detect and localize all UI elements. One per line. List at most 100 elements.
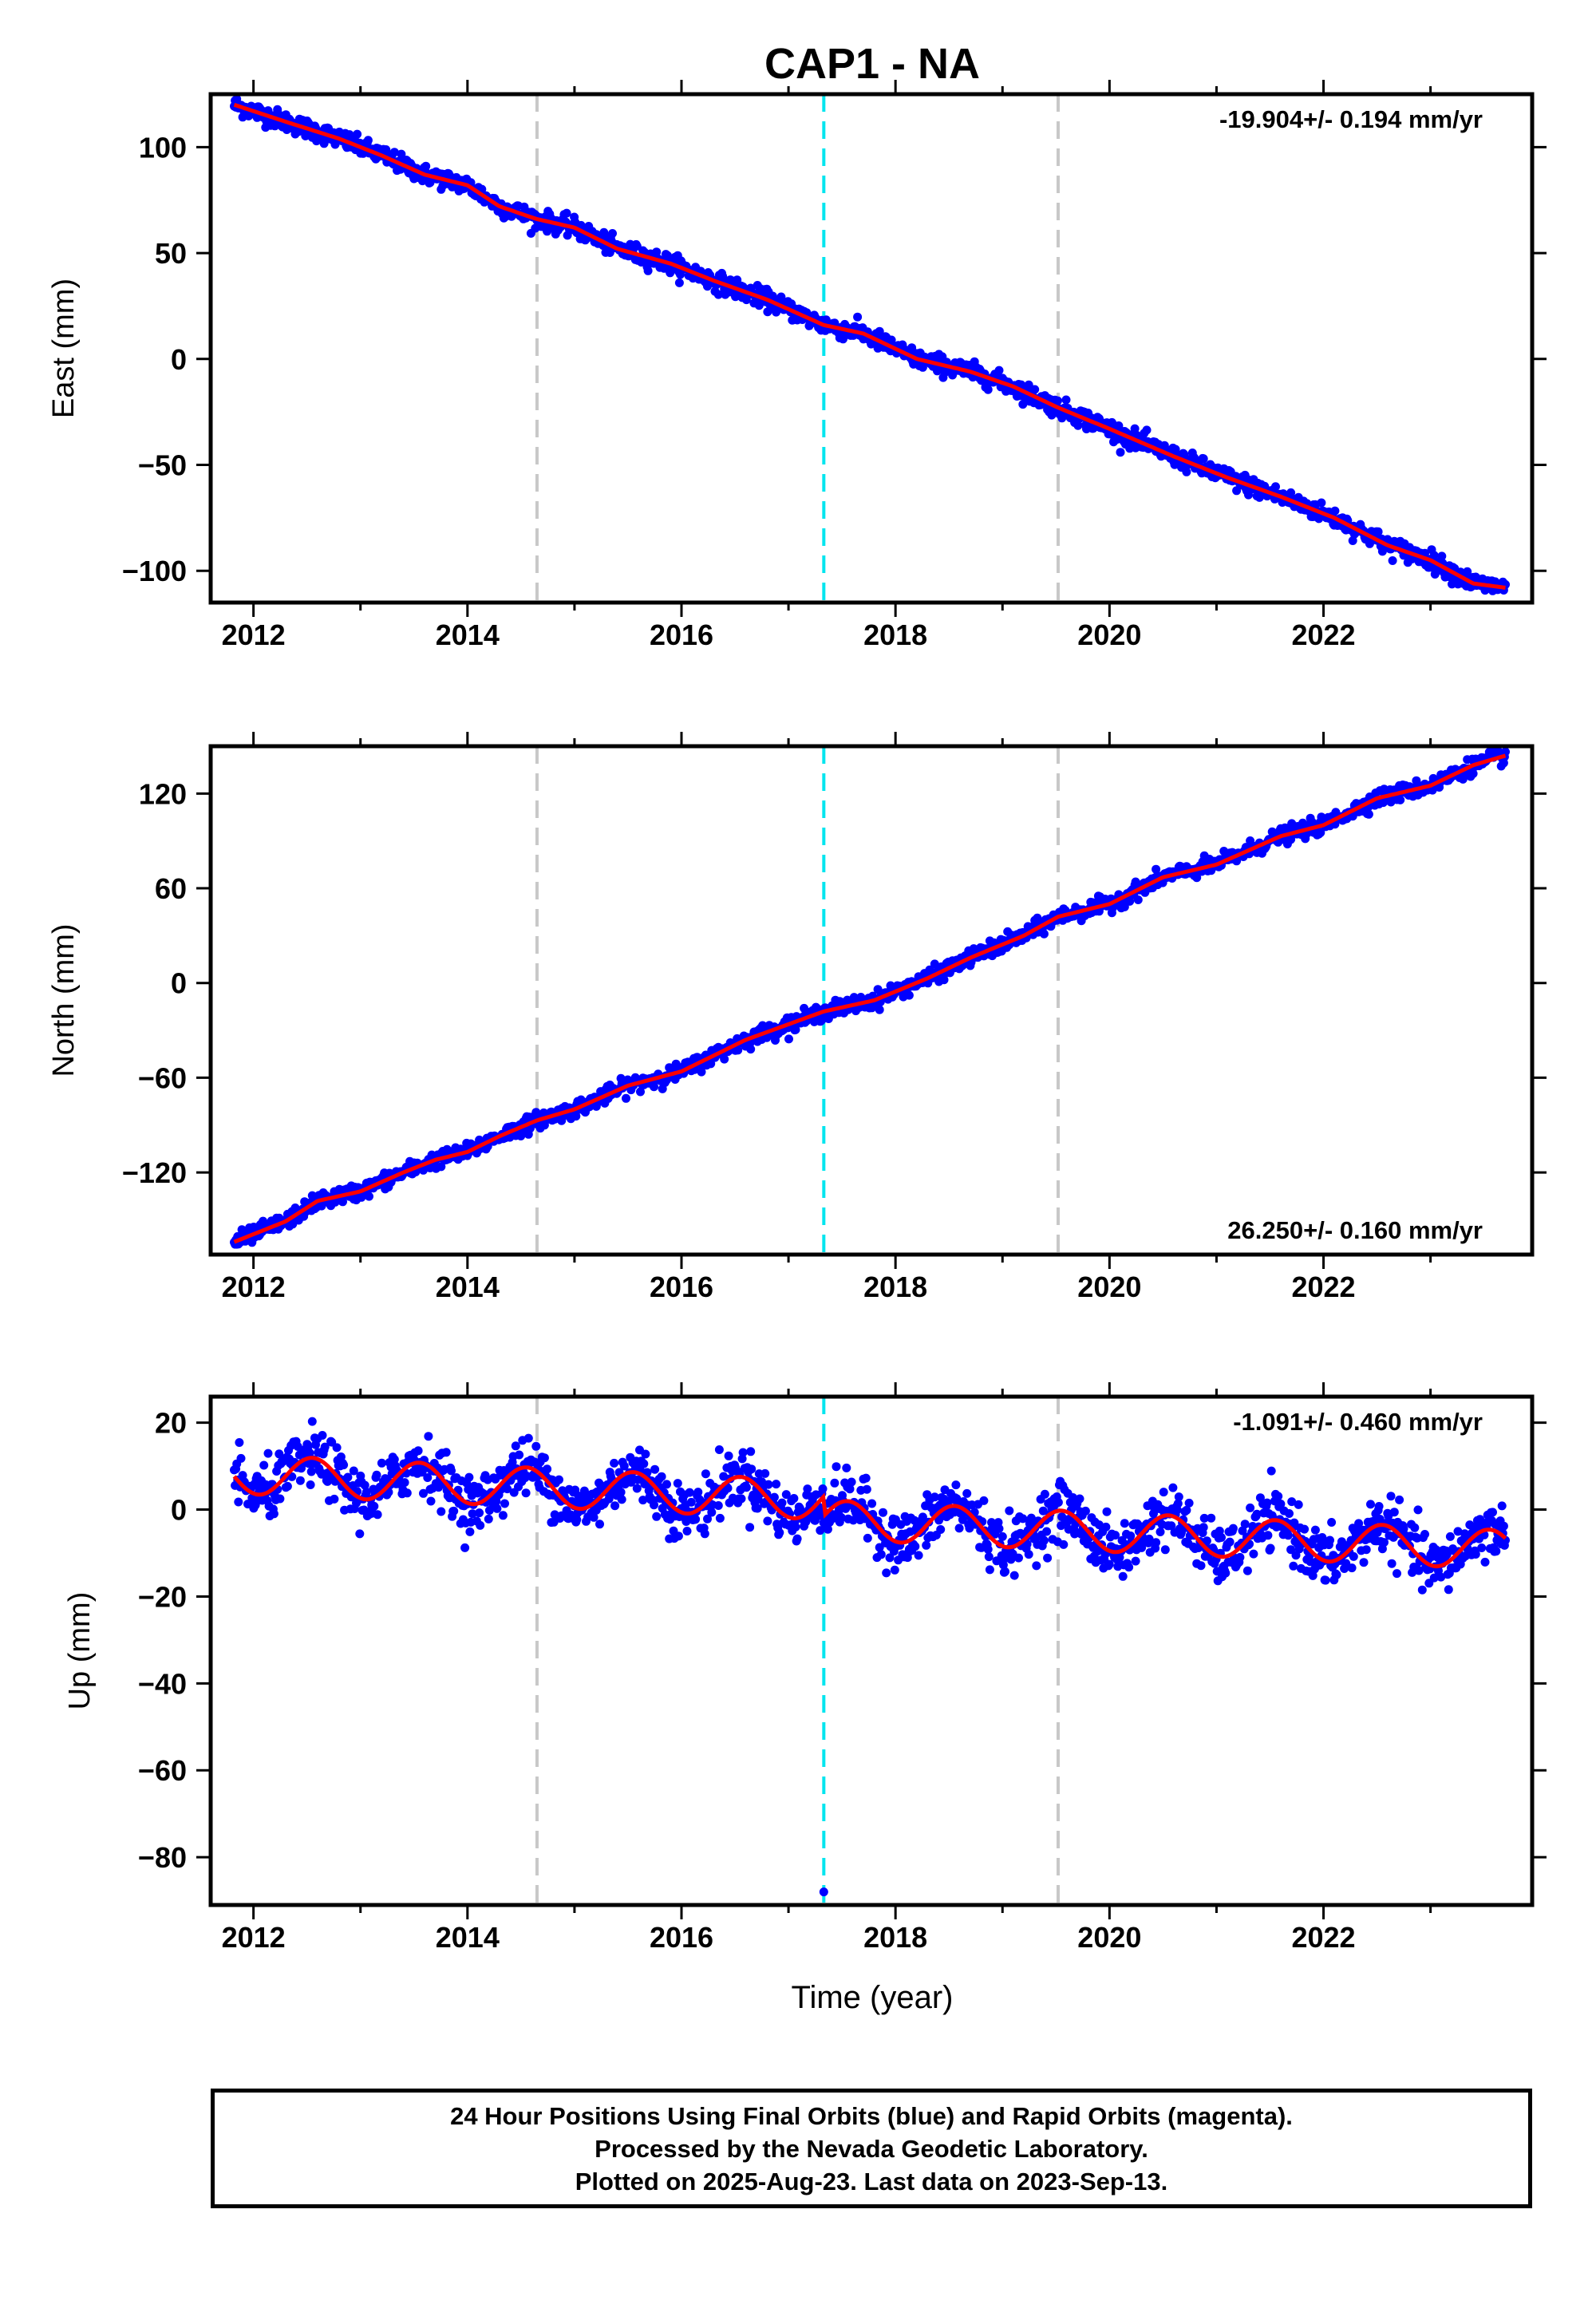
data-point xyxy=(823,1524,832,1534)
data-point xyxy=(1463,567,1472,576)
y-tick-label: 100 xyxy=(139,131,187,164)
data-point xyxy=(733,1045,743,1055)
data-point xyxy=(447,1466,456,1476)
data-point xyxy=(772,307,781,317)
rate-annotation-north: 26.250+/- 0.160 mm/yr xyxy=(1227,1216,1483,1244)
data-point xyxy=(650,1464,660,1474)
data-point xyxy=(1386,1492,1396,1501)
data-point xyxy=(686,1497,696,1507)
data-point xyxy=(1286,488,1296,497)
data-point xyxy=(523,1433,533,1443)
data-point xyxy=(1263,1531,1273,1540)
data-point xyxy=(1437,551,1447,561)
data-point xyxy=(875,326,884,336)
data-point xyxy=(979,1496,989,1505)
data-point xyxy=(305,1448,314,1457)
data-point xyxy=(701,1469,710,1479)
data-point xyxy=(503,1484,512,1494)
data-point xyxy=(1042,1527,1052,1536)
data-point xyxy=(492,1504,502,1513)
data-point xyxy=(449,1506,459,1516)
data-point xyxy=(875,1005,884,1014)
data-point xyxy=(1271,482,1280,492)
data-point xyxy=(1388,556,1397,565)
data-point xyxy=(572,1515,582,1524)
data-point xyxy=(632,1484,642,1493)
data-point xyxy=(918,1512,927,1522)
data-point xyxy=(521,1488,531,1498)
data-point xyxy=(1468,769,1478,778)
data-point xyxy=(930,959,939,969)
data-point xyxy=(724,1451,733,1460)
data-point xyxy=(1300,1524,1310,1534)
data-point xyxy=(867,1499,877,1508)
data-point xyxy=(1354,1519,1364,1528)
data-point xyxy=(1347,1563,1357,1573)
data-point xyxy=(714,1445,724,1454)
data-point xyxy=(723,1484,733,1493)
data-point xyxy=(781,1490,791,1500)
x-tick-label: 2014 xyxy=(436,1921,500,1954)
y-tick-label: −50 xyxy=(138,449,187,481)
model-line-north xyxy=(233,753,1507,1244)
data-point xyxy=(1039,929,1049,939)
data-point xyxy=(1225,1537,1235,1547)
data-point xyxy=(753,1504,762,1513)
data-point xyxy=(1168,1483,1178,1492)
data-point xyxy=(862,1484,871,1494)
data-point xyxy=(1228,1524,1238,1533)
x-tick-label: 2012 xyxy=(222,619,286,651)
y-tick-label: 0 xyxy=(171,1494,187,1527)
y-tick-label: −100 xyxy=(122,555,187,587)
data-point xyxy=(745,1523,755,1532)
data-point xyxy=(421,161,431,171)
data-point xyxy=(1393,1569,1401,1579)
data-point xyxy=(1102,1507,1112,1516)
scatter-points-east xyxy=(230,94,1510,595)
data-point xyxy=(464,1472,474,1482)
data-point xyxy=(907,343,917,353)
data-point xyxy=(685,1488,694,1497)
data-point xyxy=(760,1468,770,1478)
data-point xyxy=(1316,828,1325,837)
x-tick-label: 2016 xyxy=(650,1921,713,1954)
caption-line-3: Plotted on 2025-Aug-23. Last data on 202… xyxy=(575,2167,1168,2195)
data-point xyxy=(1032,1561,1041,1571)
data-point xyxy=(234,1497,243,1507)
data-point xyxy=(1361,1545,1371,1555)
data-point xyxy=(377,1458,386,1468)
data-point xyxy=(1497,1501,1507,1511)
x-tick-label: 2012 xyxy=(222,1921,286,1954)
data-point xyxy=(539,1453,549,1463)
data-point xyxy=(617,1495,626,1504)
data-point xyxy=(757,1477,766,1487)
data-point xyxy=(936,1525,946,1534)
data-point xyxy=(498,1511,508,1520)
data-point xyxy=(1240,1520,1250,1529)
y-tick-label: −60 xyxy=(138,1754,187,1787)
data-point xyxy=(349,1466,358,1476)
data-point xyxy=(1377,547,1387,556)
data-point xyxy=(641,1449,650,1459)
data-point xyxy=(882,1568,891,1578)
data-point xyxy=(238,1471,247,1480)
data-point xyxy=(1410,1523,1420,1532)
data-point xyxy=(1283,1531,1293,1540)
y-tick-label: −80 xyxy=(138,1841,187,1874)
y-tick-label: −20 xyxy=(138,1580,187,1613)
data-point xyxy=(1374,1502,1384,1511)
data-point xyxy=(1389,1508,1399,1517)
data-point xyxy=(1317,498,1326,508)
data-point xyxy=(885,1553,895,1563)
data-point xyxy=(1294,1500,1303,1509)
data-point xyxy=(1417,1585,1427,1595)
data-point xyxy=(650,1082,658,1092)
data-point xyxy=(1453,1527,1463,1536)
rate-annotation-east: -19.904+/- 0.194 mm/yr xyxy=(1219,105,1483,133)
data-point xyxy=(468,1509,477,1519)
data-point xyxy=(707,1508,717,1517)
data-point xyxy=(1274,1492,1283,1501)
data-point xyxy=(339,1460,349,1470)
data-point xyxy=(413,1446,423,1456)
data-point xyxy=(845,1484,855,1494)
